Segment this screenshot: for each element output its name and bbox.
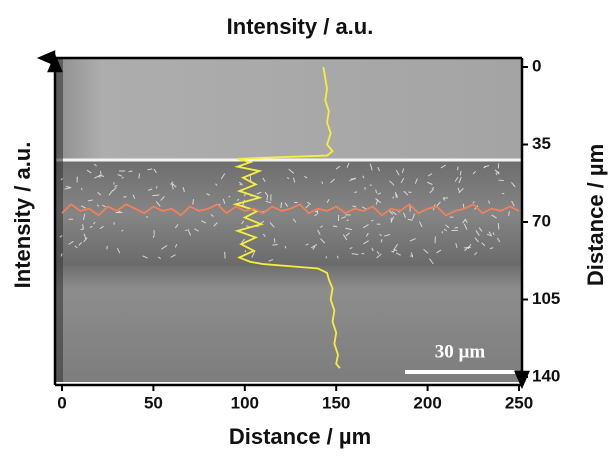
speckle	[442, 231, 443, 233]
speckle	[152, 195, 159, 196]
speckle	[326, 256, 327, 258]
x-axis-title: Distance / µm	[229, 424, 371, 449]
speckle	[81, 188, 82, 190]
y-tick-label: 0	[532, 56, 541, 75]
y-tick-label: 105	[532, 289, 560, 308]
top-layer	[55, 58, 522, 160]
speckle	[274, 238, 275, 243]
sem-image	[55, 58, 522, 382]
speckle	[455, 227, 458, 228]
speckle	[193, 199, 194, 204]
bottom-layer	[55, 266, 522, 382]
x-tick-label: 150	[322, 393, 350, 412]
x-tick-label: 100	[231, 393, 259, 412]
y-axis-title: Distance / µm	[583, 144, 608, 286]
x-tick-label: 0	[57, 393, 66, 412]
speckle	[129, 171, 133, 172]
speckle	[272, 244, 277, 245]
speckle	[498, 223, 499, 229]
speckle	[245, 250, 246, 252]
y-tick-label: 70	[532, 211, 551, 230]
speckle	[107, 246, 108, 249]
x-tick-label: 200	[413, 393, 441, 412]
left-title: Intensity / a.u.	[10, 142, 35, 289]
speckle	[460, 171, 461, 175]
speckle	[322, 181, 323, 184]
y-tick-label: 35	[532, 134, 551, 153]
x-tick-label: 50	[144, 393, 163, 412]
scale-bar-label: 30 µm	[435, 341, 486, 362]
y-tick-label: 140	[532, 366, 560, 385]
top-title: Intensity / a.u.	[227, 14, 374, 39]
x-tick-label: 250	[505, 393, 533, 412]
